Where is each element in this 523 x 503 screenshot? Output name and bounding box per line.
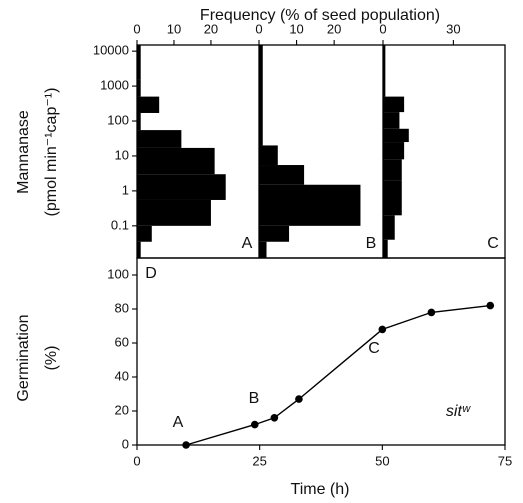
- bar: [137, 112, 141, 131]
- bottom-frame: [136, 257, 506, 446]
- bar: [137, 174, 226, 200]
- data-line: [185, 304, 491, 446]
- annotation: A: [173, 414, 184, 431]
- bar: [137, 199, 211, 226]
- bar: [383, 128, 409, 143]
- y-tick-label: 0.1: [111, 217, 129, 232]
- y-tick-label: 1: [122, 182, 129, 197]
- panel-label: C: [487, 235, 499, 252]
- y-tick-label: 40: [115, 368, 129, 383]
- bar: [383, 159, 402, 181]
- y-tick-label: 1000: [100, 78, 129, 93]
- bar: [259, 145, 278, 166]
- bar: [383, 180, 402, 216]
- y-tick-label: 10000: [93, 43, 129, 58]
- x-tick-label: 0: [255, 21, 262, 36]
- data-point: [378, 325, 387, 334]
- y-tick-label: 60: [115, 334, 129, 349]
- bar: [259, 45, 263, 146]
- x-tick-label: 75: [498, 453, 512, 468]
- x-tick-label: 20: [327, 21, 341, 36]
- y-tick-label: 100: [107, 112, 129, 127]
- data-point: [250, 420, 259, 429]
- top-axis-label: Frequency (% of seed population): [200, 7, 440, 24]
- bar: [383, 215, 395, 240]
- y-tick-label: 20: [115, 402, 129, 417]
- y-tick-label: 10: [115, 147, 129, 162]
- bar: [259, 184, 361, 226]
- data-point: [295, 395, 303, 403]
- bar: [137, 96, 160, 113]
- annotation: B: [249, 390, 260, 407]
- annotation: C: [368, 340, 380, 357]
- x-tick-label: 0: [133, 21, 140, 36]
- x-tick-label: 0: [379, 21, 386, 36]
- bar: [383, 239, 388, 258]
- x-axis-label: Time (h): [291, 481, 350, 498]
- panel-label: D: [145, 265, 157, 282]
- x-tick-label: 25: [252, 453, 266, 468]
- annotation: sitʷ: [446, 403, 472, 420]
- data-point: [182, 441, 190, 449]
- y-tick-label: 80: [115, 300, 129, 315]
- x-tick-label: 50: [375, 453, 389, 468]
- y-axis-label: (pmol min⁻¹cap⁻¹): [43, 88, 60, 217]
- bar: [137, 225, 152, 242]
- y-axis-label: (%): [43, 346, 60, 371]
- bar: [137, 130, 182, 148]
- x-tick-label: 10: [167, 21, 181, 36]
- bar: [137, 45, 141, 80]
- x-tick-label: 10: [289, 21, 303, 36]
- bar: [137, 79, 141, 97]
- data-point: [486, 301, 495, 310]
- bar: [259, 241, 267, 258]
- panel-label: B: [366, 235, 377, 252]
- y-axis-label: Germination: [15, 314, 32, 401]
- bar: [137, 241, 141, 258]
- bar: [383, 45, 386, 97]
- bar: [259, 225, 290, 242]
- bar: [383, 112, 400, 129]
- bar: [383, 142, 405, 160]
- bar: [137, 147, 215, 175]
- y-tick-label: 100: [107, 266, 129, 281]
- y-tick-label: 0: [122, 436, 129, 451]
- y-axis-label: Mannanase: [15, 110, 32, 194]
- x-tick-label: 20: [204, 21, 218, 36]
- bar: [383, 96, 405, 113]
- x-tick-label: 0: [133, 453, 140, 468]
- data-point: [270, 414, 279, 422]
- data-point: [427, 308, 436, 317]
- bar: [259, 165, 305, 185]
- x-tick-label: 30: [446, 21, 460, 36]
- panel-label: A: [242, 235, 253, 252]
